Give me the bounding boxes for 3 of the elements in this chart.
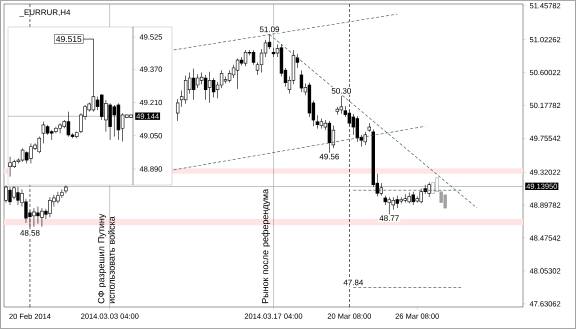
ref-line-label: Рынок после референдума (262, 188, 270, 304)
ref-line-label: СФ разрешил Путину использовать войска (98, 214, 115, 304)
annotation: 49.515 (56, 36, 82, 42)
